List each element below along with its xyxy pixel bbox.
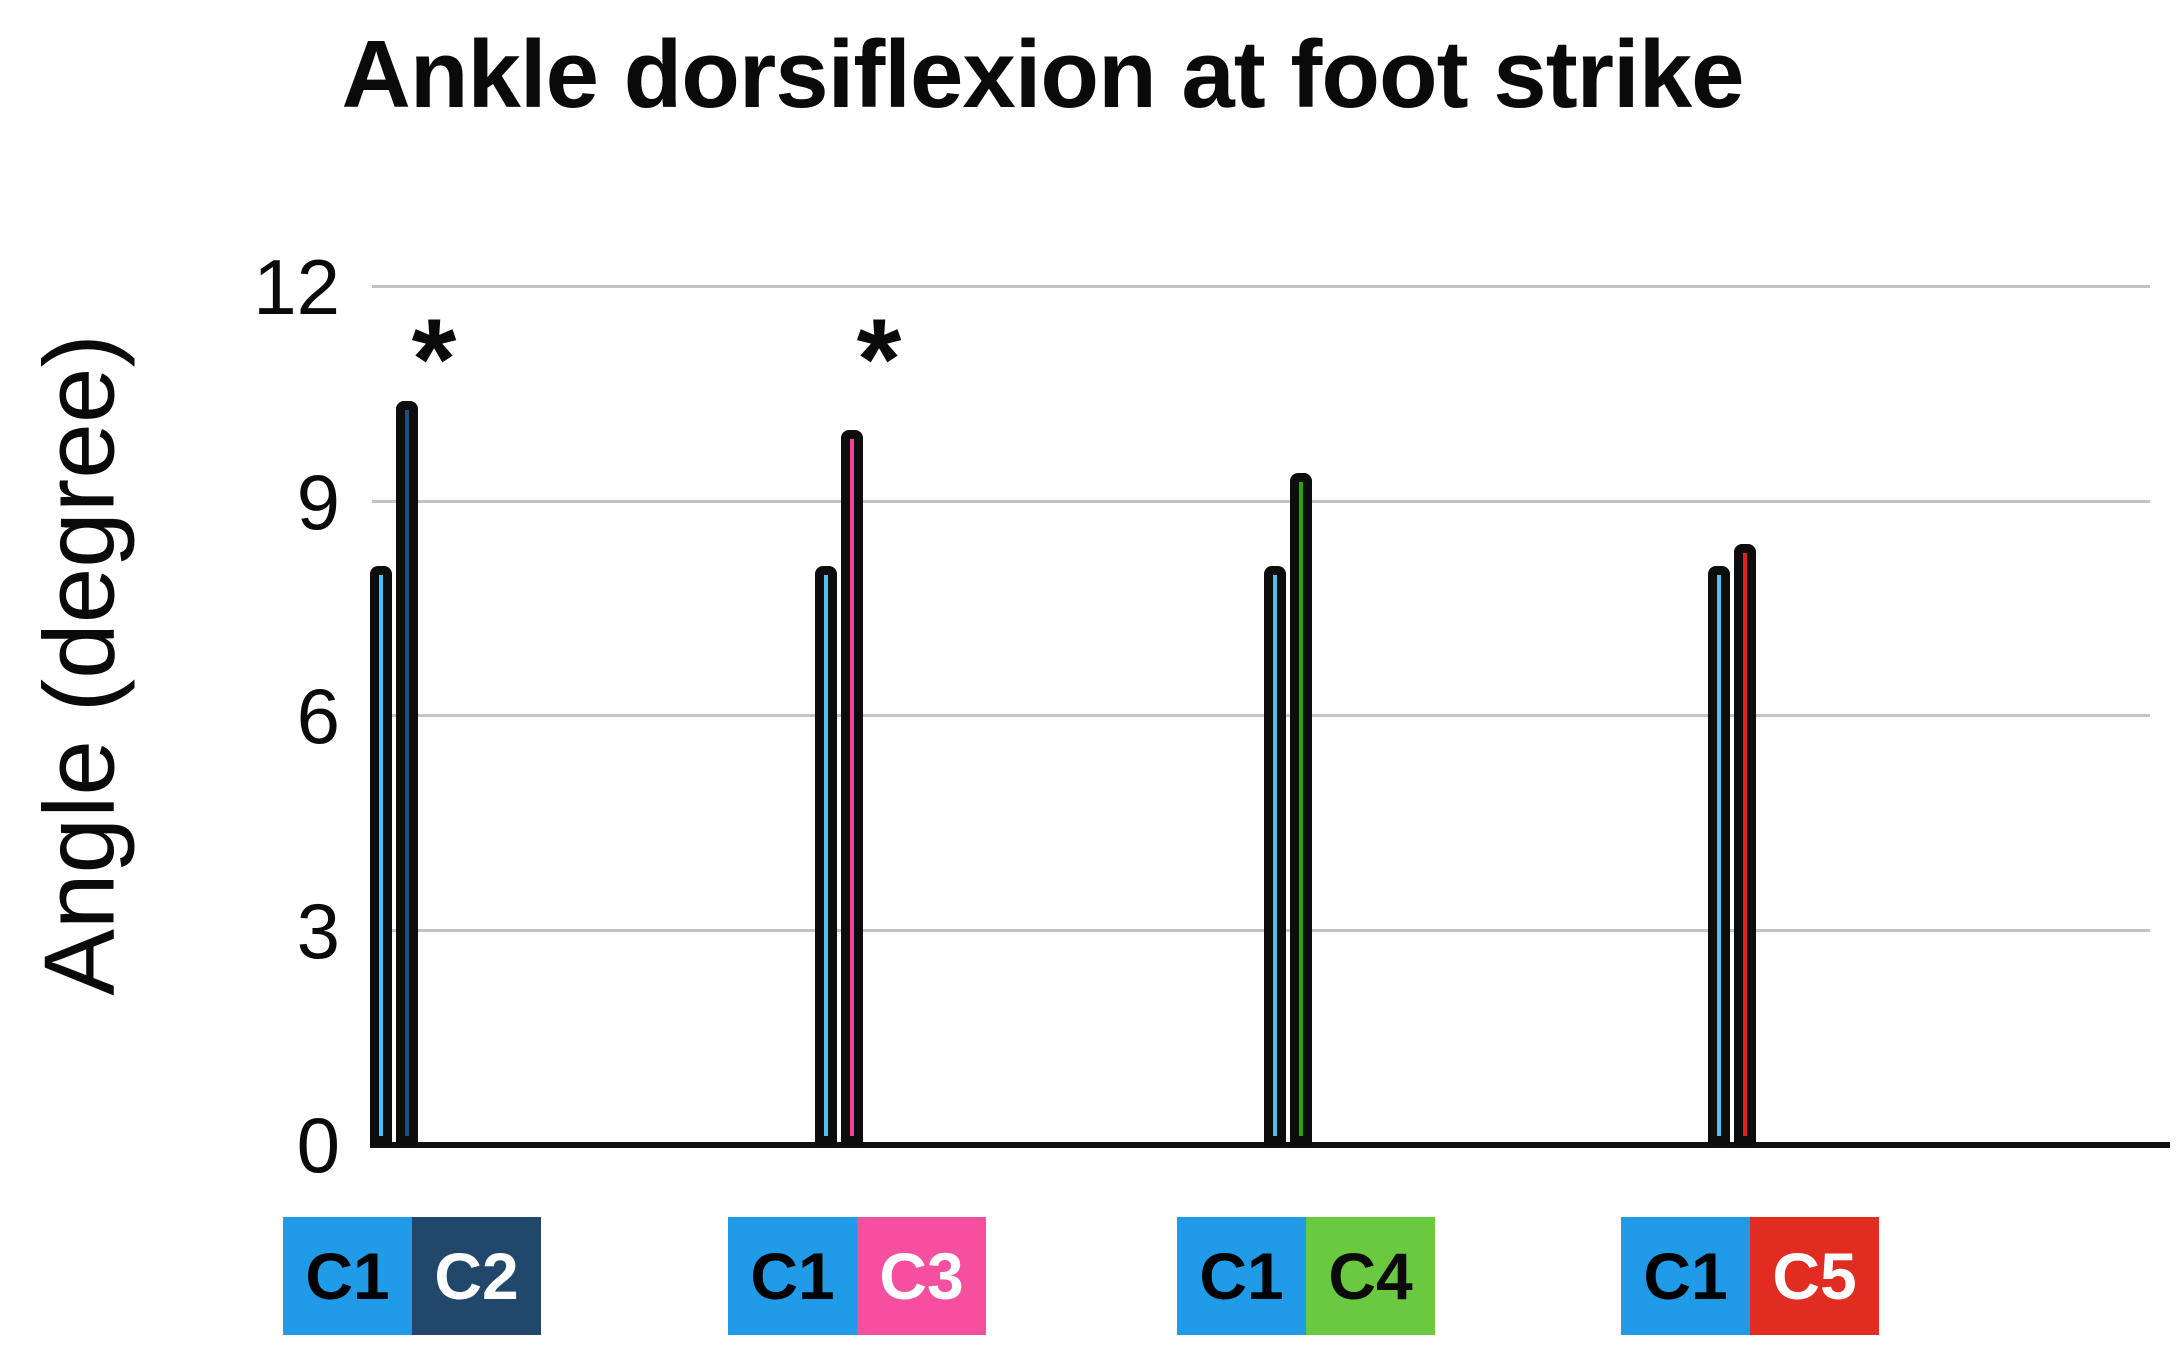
- gridline-12: [372, 285, 2150, 288]
- legend-box-C1: C1: [1177, 1217, 1306, 1335]
- legend-box-C1: C1: [283, 1217, 412, 1335]
- legend-box-C4: C4: [1306, 1217, 1435, 1335]
- bar-C2-group1: [396, 401, 418, 1145]
- bar-group-C1-C2: [370, 401, 418, 1145]
- y-tick-label-3: 3: [296, 886, 340, 975]
- legend-pair-C1-C3: C1 C3: [728, 1217, 986, 1335]
- y-tick-label-9: 9: [296, 457, 340, 546]
- bar-C1-group3: [1264, 566, 1286, 1145]
- legend-pair-C1-C5: C1 C5: [1621, 1217, 1879, 1335]
- plot-area: * *: [370, 285, 2170, 1148]
- bar-C1-group4: [1708, 566, 1730, 1145]
- y-tick-label-12: 12: [253, 243, 340, 331]
- legend-box-C1: C1: [728, 1217, 857, 1335]
- x-axis-line: [370, 1142, 2170, 1148]
- y-tick-label-6: 6: [296, 672, 340, 760]
- bar-C5-group4: [1734, 544, 1756, 1145]
- bar-C4-group3: [1290, 473, 1312, 1145]
- bar-group-C1-C3: [815, 430, 863, 1145]
- gridline-9: [372, 499, 2150, 503]
- legend-box-C1: C1: [1621, 1217, 1750, 1335]
- legend-box-C3: C3: [857, 1217, 986, 1335]
- y-tick-label-0: 0: [296, 1101, 340, 1189]
- bar-group-C1-C5: [1708, 544, 1756, 1145]
- chart-title: Ankle dorsiflexion at foot strike: [341, 21, 1745, 128]
- bar-C3-group2: [841, 430, 863, 1145]
- significance-asterisk: *: [856, 296, 902, 424]
- gridline-6: [372, 714, 2150, 717]
- legend-pair-C1-C2: C1 C2: [283, 1217, 541, 1335]
- gridline-3: [372, 928, 2150, 932]
- legend-box-C5: C5: [1750, 1217, 1879, 1335]
- bar-C1-group1: [370, 566, 392, 1145]
- bar-group-C1-C4: [1264, 473, 1312, 1145]
- bar-C1-group2: [815, 566, 837, 1145]
- legend-pair-C1-C4: C1 C4: [1177, 1217, 1435, 1335]
- legend-box-C2: C2: [412, 1217, 541, 1335]
- significance-asterisk: *: [411, 296, 457, 424]
